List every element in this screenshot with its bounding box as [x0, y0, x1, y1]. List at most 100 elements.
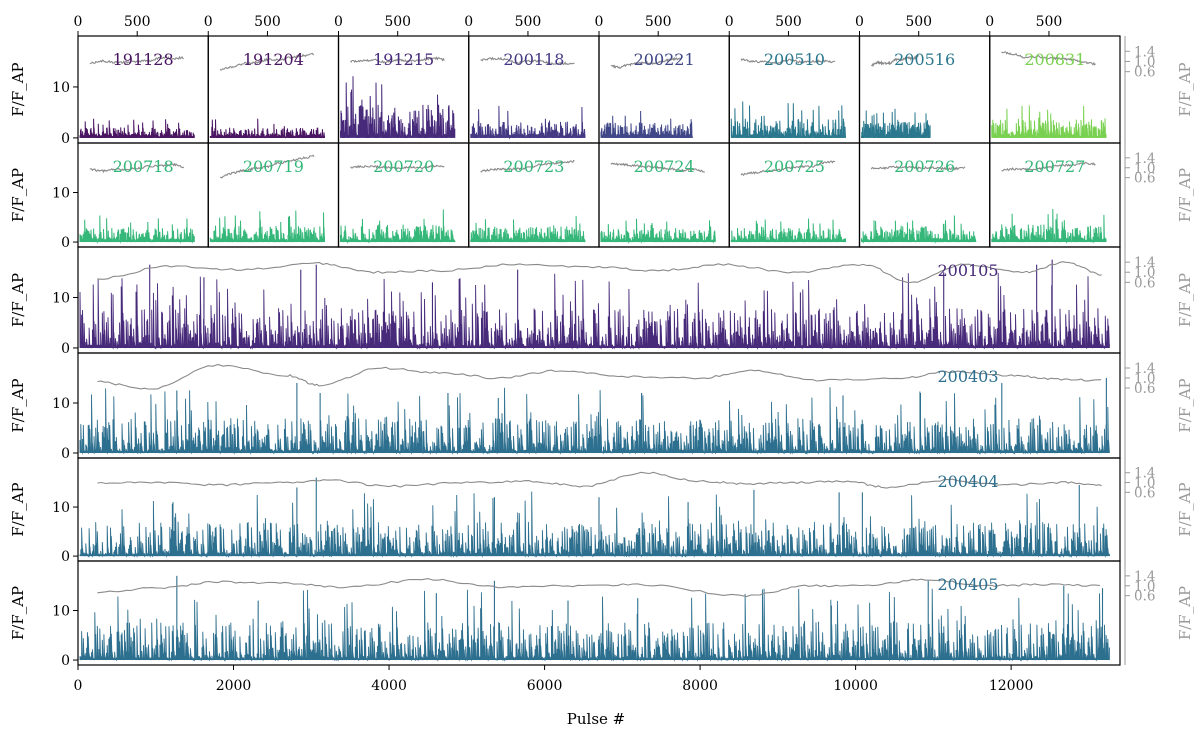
panel-200718-signal [79, 215, 195, 244]
panel-200516: 200516 0 500 [855, 14, 991, 144]
panel-191215: 191215 0 500 [334, 14, 470, 144]
panel-200404-ylabel: F/F_AP [9, 482, 27, 536]
panel-200719-label: 200719 [243, 157, 304, 176]
panel-191215-top-tick-label: 500 [384, 14, 411, 30]
panel-200403-right-ylabel: F/F_AP [1176, 378, 1194, 432]
panel-200105: 200105 0 10 F/F_AP 1.41.00.6 F/F_AP [9, 246, 1194, 357]
panel-200727-label: 200727 [1024, 157, 1085, 176]
panel-200727-right-tick-label: 0.6 [1134, 171, 1155, 187]
bottom-axis: 0 2000 4000 6000 8000 10000 12000 [74, 665, 1034, 694]
panel-200831: 200831 0 500 1.41.00.6 F/F_AP [985, 14, 1194, 144]
panel-200403-ratio-line [97, 363, 1102, 390]
panel-200727-right-tick-label: 1.0 [1134, 161, 1155, 177]
panel-200831-top-tick-label: 500 [1036, 14, 1063, 30]
panel-200727-right-tick-label: 1.4 [1134, 151, 1155, 167]
panel-200105-ylabel: F/F_AP [9, 273, 27, 327]
panel-200221-top-tick-label: 0 [595, 14, 604, 30]
panel-200105-right-tick-label: 1.0 [1134, 265, 1155, 281]
panel-200403: 200403 0 10 F/F_AP 1.41.00.6 F/F_AP [9, 352, 1194, 462]
panel-191215-ratio-line [350, 56, 445, 64]
panel-200831-right-ylabel: F/F_AP [1176, 62, 1194, 116]
panel-200404-label: 200404 [937, 472, 998, 491]
panel-200405-ratio-line [97, 578, 1101, 598]
panel-200404-ytick-label: 10 [52, 500, 70, 516]
panel-200720: 200720 [337, 142, 470, 248]
panel-200105-signal [79, 272, 1110, 350]
panel-200403-ytick-label: 10 [52, 396, 70, 412]
panel-200723-signal [470, 215, 586, 243]
x-axis-label: Pulse # [567, 710, 625, 728]
panel-200105-ratio-line [97, 261, 1102, 284]
x-tick-label: 4000 [371, 678, 407, 694]
panel-200831-signal [991, 105, 1107, 139]
panel-200516-label: 200516 [894, 50, 955, 69]
panel-200405: 200405 0 10 F/F_AP 1.41.00.6 F/F_AP [9, 560, 1194, 669]
panel-200516-ratio-line [871, 53, 919, 68]
panel-200405-label: 200405 [937, 575, 998, 594]
panel-200405-signal [79, 588, 1110, 662]
panel-191215-signal [340, 76, 456, 139]
panel-200404-ytick-label: 0 [61, 549, 70, 565]
panel-200105-right-tick-label: 0.6 [1134, 275, 1155, 291]
panel-200118-top-tick-label: 0 [464, 14, 473, 30]
panel-200718-label: 200718 [113, 157, 174, 176]
panel-200727-ratio-line [1001, 161, 1096, 172]
panel-200405-right-tick-label: 1.0 [1134, 579, 1155, 595]
panel-200718-ylabel: F/F_AP [9, 168, 27, 222]
panel-200723: 200723 [468, 142, 600, 248]
panel-200831-ratio-line [1001, 51, 1096, 66]
panel-200510: 200510 0 500 [725, 14, 861, 144]
panel-200403-label: 200403 [937, 367, 998, 386]
panel-191215-label: 191215 [373, 50, 434, 69]
panel-191128-ylabel: F/F_AP [9, 62, 27, 116]
panel-200719-signal [209, 210, 325, 243]
panel-200727: 200727 1.41.00.6 F/F_AP [989, 142, 1194, 248]
panel-191128: 191128 0 500 0 10 F/F_AP [9, 14, 209, 147]
panel-200831-right-tick-label: 1.0 [1134, 54, 1155, 70]
panel-200105-ytick-label: 0 [61, 341, 70, 357]
panel-191128-ytick-label: 10 [52, 80, 70, 96]
x-tick-label: 2000 [216, 678, 252, 694]
x-tick-label: 12000 [989, 678, 1034, 694]
panel-200405-ylabel: F/F_AP [9, 586, 27, 640]
panel-191128-ratio-line [89, 55, 184, 65]
panel-200118-label: 200118 [503, 50, 564, 69]
panel-200720-signal [340, 209, 456, 244]
panel-191204-label: 191204 [243, 50, 304, 69]
x-tick-label: 8000 [682, 678, 718, 694]
panel-200724-label: 200724 [634, 157, 695, 176]
panel-191204-top-tick-label: 0 [204, 14, 213, 30]
panel-200727-signal [991, 208, 1107, 244]
panel-200724: 200724 [598, 142, 730, 248]
panel-200405-right-tick-label: 1.4 [1134, 569, 1155, 585]
panel-200405-ytick-label: 0 [61, 653, 70, 669]
panel-200405-right-tick-label: 0.6 [1134, 589, 1155, 605]
panel-191204-ratio-line [219, 52, 315, 71]
panel-191128-label: 191128 [113, 50, 174, 69]
panel-200221-label: 200221 [634, 50, 695, 69]
panel-200510-ratio-line [740, 58, 836, 66]
panel-200403-right-tick-label: 1.0 [1134, 371, 1155, 387]
panel-200118-ratio-line [480, 56, 575, 66]
panel-200118-signal [470, 105, 586, 140]
panel-200405-frame [77, 560, 1121, 666]
panel-200221: 200221 0 500 [595, 14, 730, 144]
panel-191128-top-tick-label: 0 [74, 14, 83, 30]
panel-200516-top-tick-label: 0 [855, 14, 864, 30]
panel-200118-top-tick-label: 500 [515, 14, 542, 30]
panel-200831-label: 200831 [1024, 50, 1085, 69]
panel-200725: 200725 [728, 142, 861, 248]
panel-200719-ratio-line [220, 154, 315, 179]
panel-200221-top-tick-label: 500 [645, 14, 672, 30]
panel-200403-right-tick-label: 0.6 [1134, 381, 1155, 397]
x-tick-label: 10000 [833, 678, 878, 694]
panel-191204-top-tick-label: 500 [254, 14, 281, 30]
panel-200221-ratio-line [610, 56, 682, 69]
panel-200720-ratio-line [350, 164, 445, 170]
panel-200718: 200718 0 10 F/F_AP [9, 142, 209, 251]
panel-200510-signal [730, 101, 846, 139]
panel-200516-signal [861, 108, 931, 139]
panel-200403-right-tick-label: 1.4 [1134, 361, 1155, 377]
panel-200118: 200118 0 500 [464, 14, 600, 144]
